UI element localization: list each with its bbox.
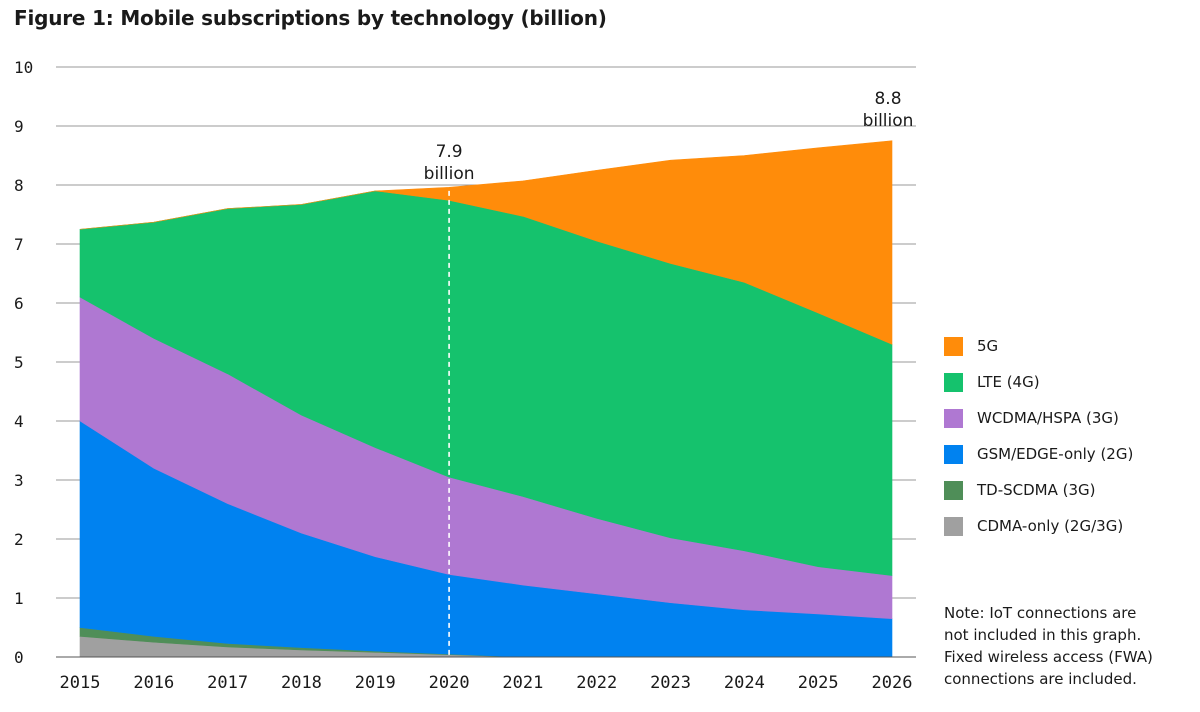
x-tick-label: 2022 — [576, 673, 617, 693]
note-line: Fixed wireless access (FWA) — [944, 648, 1153, 666]
legend-item-5g: 5G — [944, 328, 1133, 364]
y-tick-label: 4 — [14, 412, 24, 431]
annotation-unit: billion — [863, 111, 914, 131]
legend-swatch-lte — [944, 372, 963, 392]
x-tick-label: 2021 — [502, 673, 543, 693]
area-5g — [79, 140, 893, 345]
y-tick-label: 2 — [14, 530, 24, 549]
note-line: not included in this graph. — [944, 626, 1142, 644]
x-tick-label: 2024 — [724, 673, 765, 693]
legend-label-wcdma: WCDMA/HSPA (3G) — [977, 409, 1119, 427]
y-tick-label: 5 — [14, 353, 24, 372]
annotation-value: 8.8 — [874, 89, 901, 109]
chart-title: Figure 1: Mobile subscriptions by techno… — [14, 6, 607, 30]
y-tick-label: 3 — [14, 471, 24, 490]
annotation-unit: billion — [424, 164, 475, 184]
legend-swatch-cdma — [944, 516, 963, 536]
x-tick-label: 2025 — [798, 673, 839, 693]
x-tick-label: 2015 — [60, 673, 101, 693]
y-tick-label: 10 — [14, 58, 33, 77]
x-tick-label: 2020 — [429, 673, 470, 693]
legend-item-tdscdma: TD-SCDMA (3G) — [944, 472, 1133, 508]
chart-note: Note: IoT connections are not included i… — [944, 602, 1194, 690]
legend-swatch-5g — [944, 336, 963, 356]
y-tick-label: 9 — [14, 117, 24, 136]
note-line: Note: IoT connections are — [944, 604, 1137, 622]
legend-label-lte: LTE (4G) — [977, 373, 1040, 391]
y-tick-label: 8 — [14, 176, 24, 195]
legend-label-5g: 5G — [977, 337, 999, 355]
legend-item-wcdma: WCDMA/HSPA (3G) — [944, 400, 1133, 436]
x-tick-label: 2019 — [355, 673, 396, 693]
note-line: connections are included. — [944, 670, 1137, 688]
legend-swatch-gsm — [944, 444, 963, 464]
x-tick-label: 2016 — [133, 673, 174, 693]
x-tick-label: 2018 — [281, 673, 322, 693]
annotation-value: 7.9 — [436, 142, 463, 162]
legend-swatch-wcdma — [944, 408, 963, 428]
legend: 5G LTE (4G) WCDMA/HSPA (3G) GSM/EDGE-onl… — [944, 328, 1133, 544]
legend-item-gsm: GSM/EDGE-only (2G) — [944, 436, 1133, 472]
legend-item-lte: LTE (4G) — [944, 364, 1133, 400]
legend-swatch-tdscdma — [944, 480, 963, 500]
x-tick-label: 2017 — [207, 673, 248, 693]
y-tick-label: 6 — [14, 294, 24, 313]
legend-label-gsm: GSM/EDGE-only (2G) — [977, 445, 1134, 463]
x-tick-label: 2026 — [872, 673, 913, 693]
y-tick-label: 0 — [14, 648, 24, 667]
y-tick-label: 7 — [14, 235, 24, 254]
legend-item-cdma: CDMA-only (2G/3G) — [944, 508, 1133, 544]
y-tick-label: 1 — [14, 589, 24, 608]
x-tick-label: 2023 — [650, 673, 691, 693]
legend-label-tdscdma: TD-SCDMA (3G) — [977, 481, 1096, 499]
legend-label-cdma: CDMA-only (2G/3G) — [977, 517, 1124, 535]
